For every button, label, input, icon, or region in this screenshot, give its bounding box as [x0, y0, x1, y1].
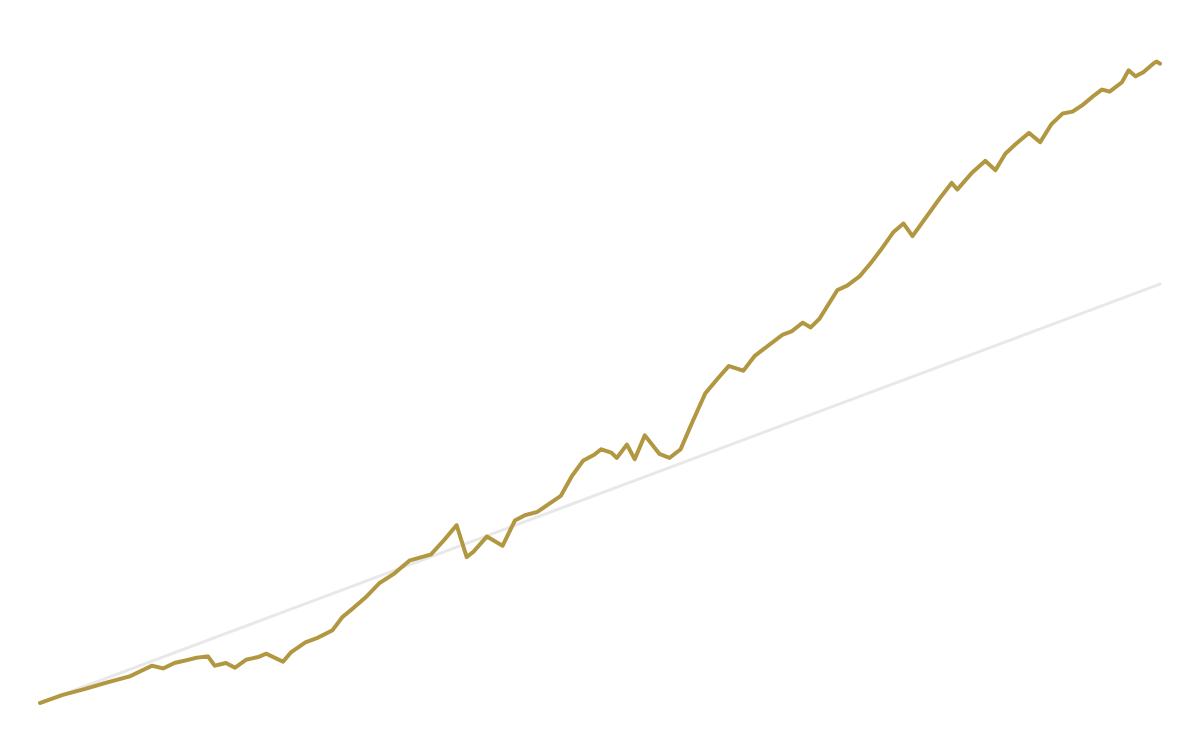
- plot-area: [38, 59, 1162, 705]
- series-line-1: [38, 282, 1162, 705]
- series-line-0: [38, 59, 1162, 705]
